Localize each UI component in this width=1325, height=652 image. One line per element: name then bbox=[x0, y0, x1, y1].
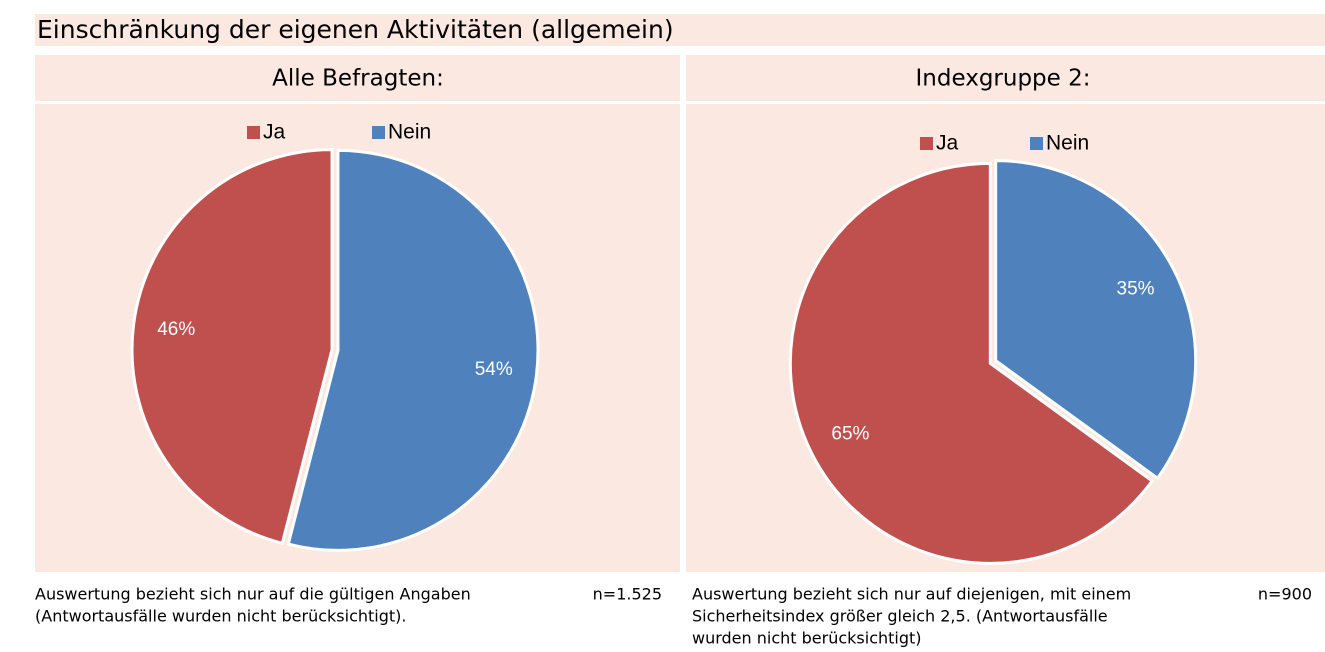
footnote-line: Auswertung bezieht sich nur auf diejenig… bbox=[692, 585, 1131, 604]
legend-swatch bbox=[247, 126, 260, 139]
title-bar bbox=[35, 14, 1325, 46]
sample-size: n=900 bbox=[1258, 585, 1312, 604]
legend-label: Nein bbox=[1046, 132, 1089, 155]
pie-slice bbox=[788, 161, 1155, 565]
footnote-line: (Antwortausfälle wurden nicht berücksich… bbox=[35, 607, 406, 626]
data-label: 35% bbox=[1117, 278, 1155, 299]
footnote-line: Auswertung bezieht sich nur auf die gült… bbox=[35, 585, 471, 604]
sample-size: n=1.525 bbox=[593, 585, 662, 604]
pie-slice bbox=[286, 148, 540, 552]
legend-swatch bbox=[372, 126, 385, 139]
pie-slice bbox=[130, 148, 334, 546]
data-label: 65% bbox=[831, 424, 869, 445]
chart-title: Alle Befragten: bbox=[272, 66, 444, 92]
footnote-line: wurden nicht berücksichtigt) bbox=[692, 629, 922, 648]
legend-label: Nein bbox=[388, 121, 431, 144]
chart-title: Indexgruppe 2: bbox=[916, 66, 1091, 92]
page-title: Einschränkung der eigenen Aktivitäten (a… bbox=[37, 15, 674, 44]
legend-label: Ja bbox=[936, 132, 959, 155]
panel-header bbox=[686, 55, 1325, 101]
panel-header bbox=[35, 55, 680, 101]
legend-label: Ja bbox=[263, 121, 286, 144]
data-label: 54% bbox=[475, 359, 513, 380]
data-label: 46% bbox=[157, 319, 195, 340]
footnote-line: Sicherheitsindex größer gleich 2,5. (Ant… bbox=[692, 607, 1108, 626]
pie-slice bbox=[994, 159, 1198, 481]
legend-swatch bbox=[1030, 137, 1043, 150]
legend-swatch bbox=[920, 137, 933, 150]
